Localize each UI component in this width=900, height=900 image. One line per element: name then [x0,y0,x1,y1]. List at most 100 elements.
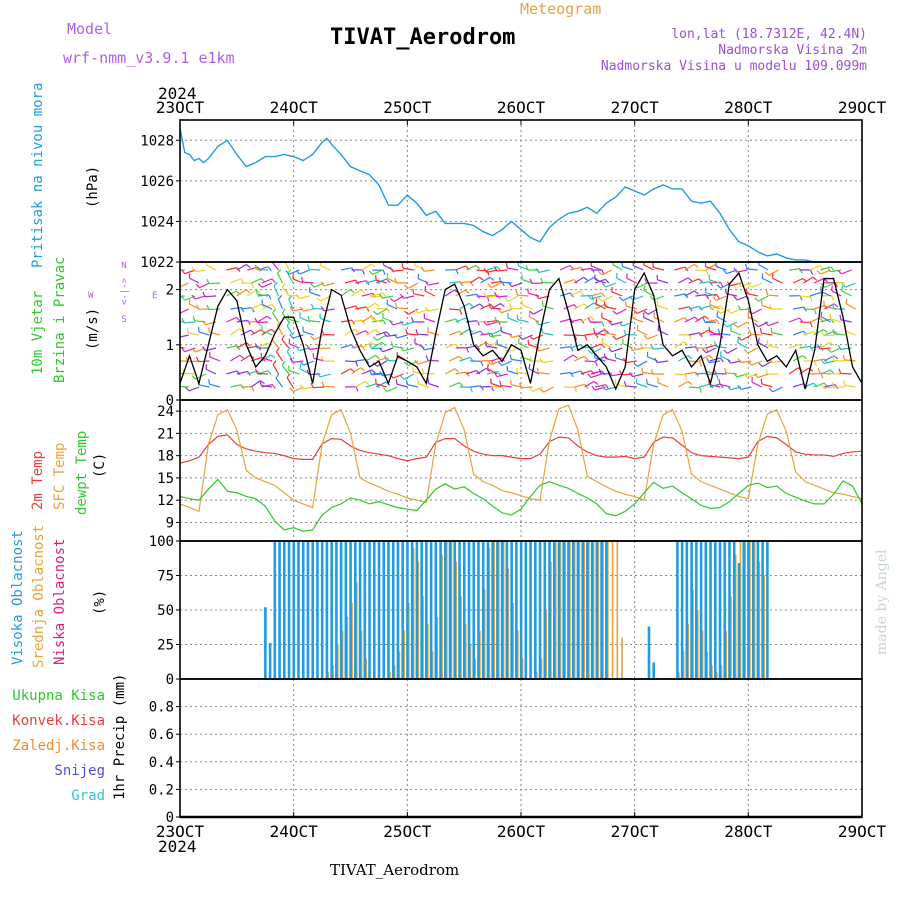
wind-barb-flag [643,310,649,315]
wind-barb [375,279,387,284]
wind-barb [726,321,738,328]
wind-barb-flag [381,341,387,346]
wind-barb-flag [176,382,178,387]
wind-barb [365,279,377,284]
wind-barb-flag [208,327,210,333]
wind-barb [500,384,512,388]
wind-barb [622,265,633,271]
high-cloud-bar [747,541,750,679]
wind-barb-flag [399,346,404,352]
wind-barb [758,264,769,271]
wind-barb [803,276,814,284]
wind-barb [423,372,435,375]
wind-barb-flag [768,358,773,364]
wind-barb-flag [181,347,186,353]
wind-barb [611,321,623,326]
temp-name-3: dewpt Temp [74,431,90,515]
wind-barb [674,373,686,376]
wind-barb-flag [518,382,523,388]
wind-barb [768,321,779,327]
wind-barb-flag [528,311,531,317]
high-cloud-bar [382,541,386,679]
high-cloud-bar [505,541,509,679]
wind-barb [819,372,831,375]
wind-barb [813,358,825,362]
wind-barb [382,347,394,353]
wind-barb [486,269,498,273]
wind-barb [376,334,387,341]
wind-barb [284,262,290,271]
wind-barb [761,304,773,310]
wind-barb [257,293,269,297]
wind-barb [396,383,408,388]
wind-barb-flag [493,372,498,377]
wind-barb-flag [266,315,272,320]
wind-barb-flag [371,369,376,374]
high-cloud-bar [567,541,570,679]
wind-barb [643,316,654,323]
wind-barb-flag [455,343,460,349]
wind-barb [286,377,294,388]
wind-barb [257,342,268,349]
wind-barb [372,269,383,275]
wind-barb [288,318,300,323]
wind-barb-flag [737,337,740,343]
wind-barb [678,380,689,388]
wind-barb [309,291,321,297]
wind-barb [449,308,461,311]
wind-barb-flag [508,282,513,287]
wind-barb-flag [649,296,655,301]
wind-barb-flag [597,270,603,276]
wind-barb-flag [389,374,394,379]
wind-barb [699,281,711,284]
wind-barb-flag [421,266,425,272]
wind-barb [813,382,825,388]
wind-barb-flag [459,330,464,336]
wind-barb-flag [587,349,593,354]
y-tick-label: 25 [157,638,174,654]
wind-barb-flag [587,294,592,300]
wind-barb-flag [254,264,258,270]
high-cloud-bar [519,541,523,679]
wind-barb-flag [813,309,817,315]
ticks-layer: 23OCT 23OCT 24OCT 24OCT 25OCT 25OCT 26OCT 26OCT… [140,98,886,841]
wind-barb [376,381,387,388]
high-cloud-bar [685,541,689,679]
wind-barb [340,319,352,323]
wind-barb-flag [579,290,585,295]
wind-barb [230,306,242,310]
precip-legend-3: Snijeg [54,763,105,779]
wind-barb-flag [644,278,648,284]
wind-barb-flag [251,282,255,289]
wind-barb [751,308,763,315]
wind-barb-flag [827,267,831,273]
wind-barb [636,308,648,314]
wind-barb-flag [191,348,196,353]
wind-barb [490,334,502,338]
high-cloud-bar [349,541,352,679]
wind-barb-flag [489,276,495,281]
wind-barb [736,269,748,273]
cloud-name-1: Visoka Oblacnost [10,530,26,665]
wind-barb [824,330,835,336]
cloud-labels: Visoka Oblacnost Srednja Oblacnost Niska… [10,525,108,668]
wind-barb [751,360,763,366]
high-cloud-bar [652,662,656,679]
wind-barb [230,354,241,362]
wind-barb [198,384,210,388]
wind-barb-flag [633,362,639,367]
wind-barb [709,304,721,310]
wind-barb-flag [382,319,387,325]
wind-barb [813,304,825,310]
wind-barb-flag [468,302,474,307]
wind-barb-flag [181,269,186,275]
high-cloud-bar [742,541,745,679]
wind-barb-flag [272,308,277,314]
wind-barb [497,344,508,349]
wind-barb-flag [716,284,722,289]
wind-barb-flag [485,341,491,346]
wind-barb [375,383,387,388]
high-cloud-bar [576,541,580,679]
high-cloud-bar [335,541,338,679]
wind-barb [632,264,644,271]
